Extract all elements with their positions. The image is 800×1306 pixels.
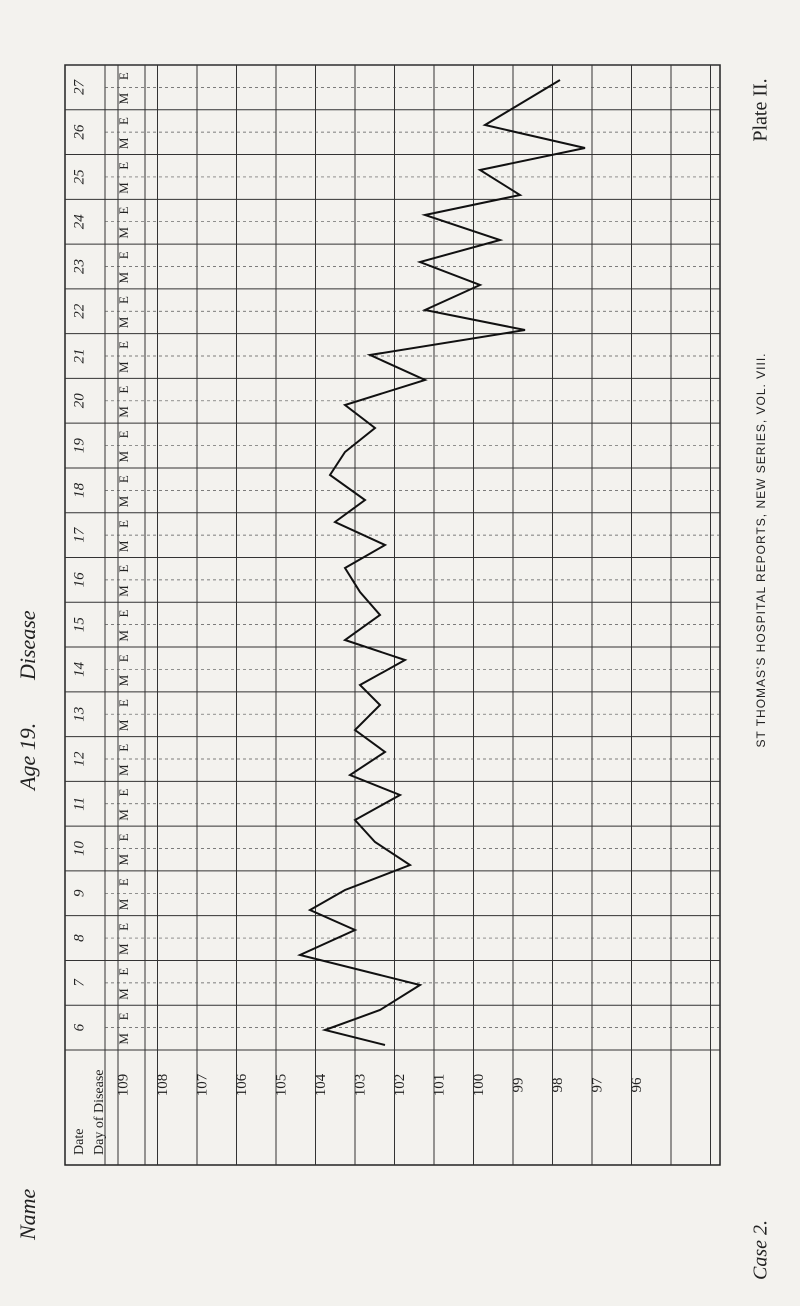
date-label: Date bbox=[72, 1129, 87, 1155]
period: M bbox=[116, 630, 131, 642]
period: E bbox=[116, 520, 131, 528]
day-label: Day of Disease bbox=[92, 1069, 107, 1155]
date: 25 bbox=[71, 169, 87, 185]
period: E bbox=[116, 699, 131, 707]
date: 6 bbox=[71, 1023, 87, 1031]
period: E bbox=[116, 968, 131, 976]
name-label: Name bbox=[15, 1188, 40, 1241]
temp-label: 104 bbox=[313, 1073, 329, 1096]
temp-label: 109 bbox=[115, 1074, 131, 1097]
temp-label: 98 bbox=[550, 1078, 566, 1093]
period: E bbox=[116, 251, 131, 259]
date: 27 bbox=[71, 78, 87, 95]
period: E bbox=[116, 654, 131, 662]
period: E bbox=[116, 162, 131, 170]
date: 26 bbox=[71, 124, 87, 140]
period: E bbox=[116, 72, 131, 80]
period: M bbox=[116, 227, 131, 239]
period: M bbox=[116, 540, 131, 552]
period: E bbox=[116, 296, 131, 304]
period: M bbox=[116, 271, 131, 283]
date: 10 bbox=[71, 841, 87, 857]
footer: ST THOMAS'S HOSPITAL REPORTS, NEW SERIES… bbox=[754, 352, 768, 747]
case: Case 2. bbox=[750, 1220, 772, 1280]
date: 23 bbox=[71, 259, 87, 274]
plate: Plate II. bbox=[750, 78, 772, 141]
period: M bbox=[116, 92, 131, 104]
disease-label: Disease bbox=[15, 610, 40, 681]
period: E bbox=[116, 475, 131, 483]
period: E bbox=[116, 565, 131, 573]
period: M bbox=[116, 853, 131, 865]
date: 13 bbox=[71, 707, 87, 722]
period: M bbox=[116, 495, 131, 507]
period: M bbox=[116, 361, 131, 373]
period: M bbox=[116, 451, 131, 463]
period: E bbox=[116, 430, 131, 438]
date: 12 bbox=[71, 751, 87, 767]
period: E bbox=[116, 744, 131, 752]
temp-label: 106 bbox=[234, 1073, 250, 1096]
date: 8 bbox=[71, 934, 87, 942]
period: M bbox=[116, 1033, 131, 1045]
temp-label: 102 bbox=[392, 1074, 408, 1097]
period: E bbox=[116, 341, 131, 349]
period: E bbox=[116, 117, 131, 125]
period: M bbox=[116, 898, 131, 910]
period: E bbox=[116, 789, 131, 797]
temp-label: 96 bbox=[629, 1077, 645, 1093]
period: E bbox=[116, 1012, 131, 1020]
period: E bbox=[116, 609, 131, 617]
temp-label: 107 bbox=[194, 1073, 210, 1096]
temp-label: 105 bbox=[273, 1074, 289, 1097]
period: E bbox=[116, 878, 131, 886]
period: M bbox=[116, 182, 131, 194]
temperature-trace bbox=[296, 79, 586, 1046]
date: 16 bbox=[71, 572, 87, 588]
date: 24 bbox=[71, 214, 87, 230]
period: M bbox=[116, 988, 131, 1000]
date: 21 bbox=[71, 349, 87, 364]
period: M bbox=[116, 809, 131, 821]
date: 22 bbox=[71, 303, 87, 319]
period: M bbox=[116, 719, 131, 731]
date: 11 bbox=[71, 797, 87, 811]
period: E bbox=[116, 923, 131, 931]
temp-label: 97 bbox=[589, 1077, 605, 1093]
period: M bbox=[116, 674, 131, 686]
temp-label: 101 bbox=[431, 1074, 447, 1097]
period: E bbox=[116, 386, 131, 394]
date: 18 bbox=[71, 482, 87, 498]
period: M bbox=[116, 406, 131, 418]
period: M bbox=[116, 943, 131, 955]
date: 19 bbox=[71, 438, 87, 454]
temp-label: 103 bbox=[352, 1074, 368, 1097]
date: 9 bbox=[71, 889, 87, 897]
date: 7 bbox=[71, 978, 87, 987]
temp-label: 99 bbox=[510, 1078, 526, 1093]
period: M bbox=[116, 764, 131, 776]
grid: 109 108 107 106 105 104 103 102 101 100 99 98 97 9627… bbox=[65, 64, 720, 1165]
age: Age 19. bbox=[15, 723, 40, 792]
period: M bbox=[116, 585, 131, 597]
date: 15 bbox=[71, 617, 87, 633]
period: M bbox=[116, 316, 131, 328]
temp-label: 100 bbox=[471, 1074, 487, 1097]
date: 20 bbox=[71, 393, 87, 409]
date: 14 bbox=[71, 661, 87, 677]
period: M bbox=[116, 137, 131, 149]
temp-label: 108 bbox=[155, 1074, 171, 1097]
period: E bbox=[116, 833, 131, 841]
date: 17 bbox=[71, 526, 87, 543]
period: E bbox=[116, 206, 131, 214]
